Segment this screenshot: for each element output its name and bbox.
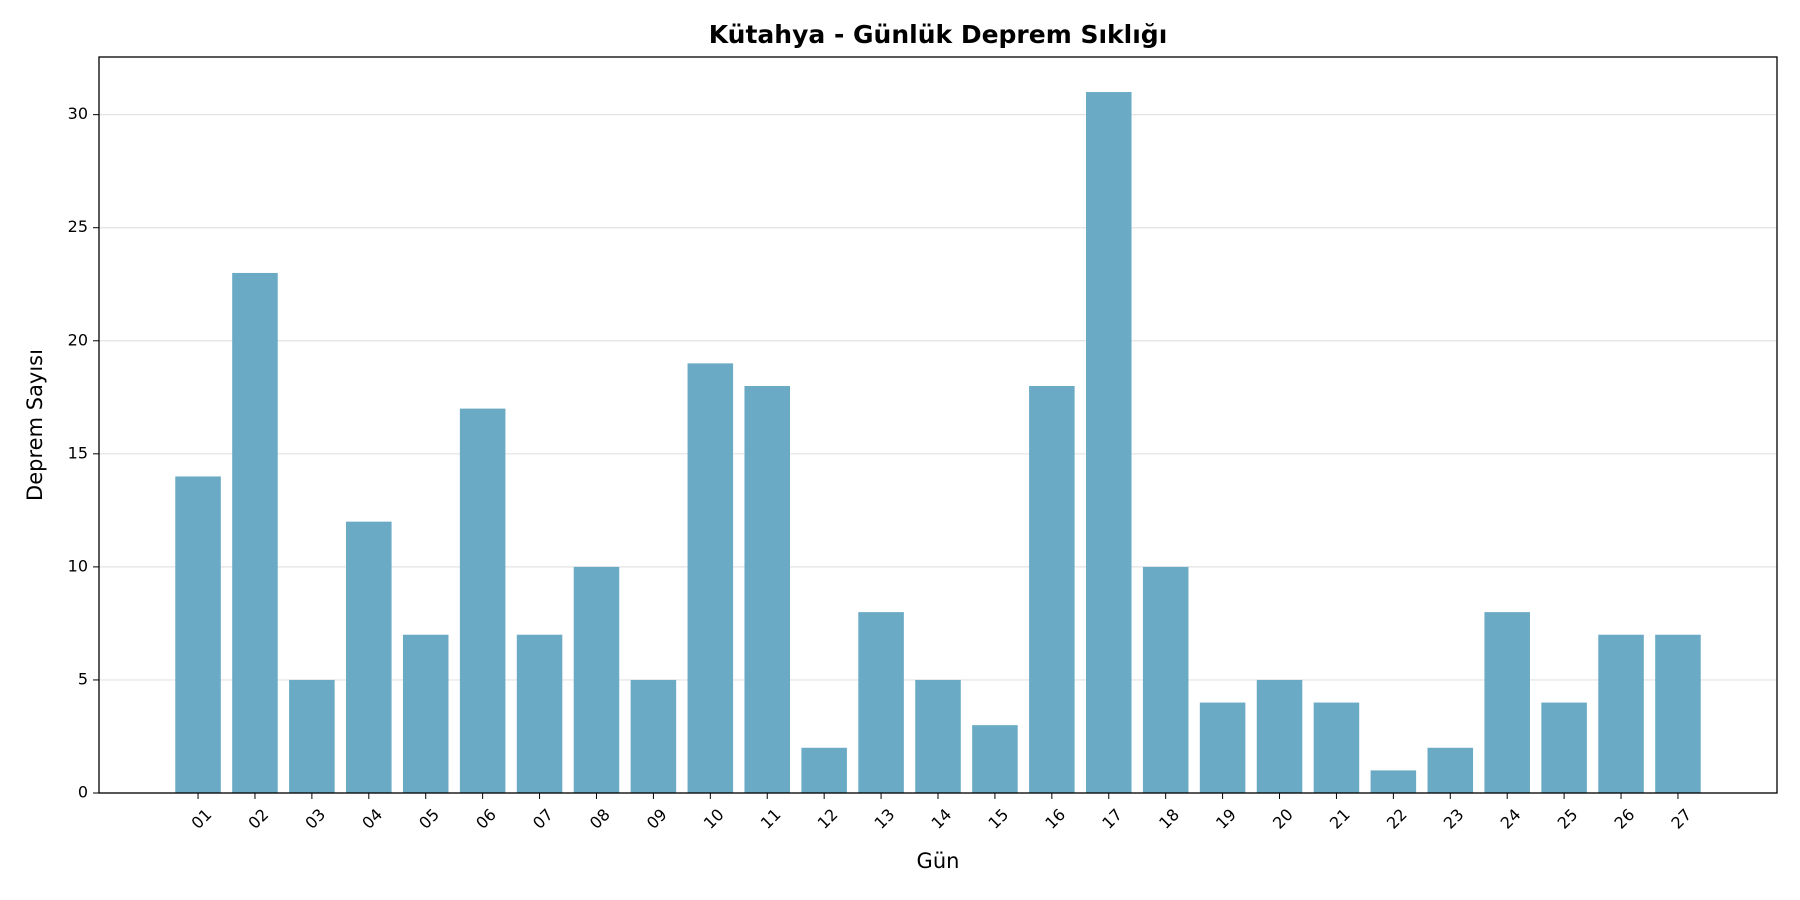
y-tick-label: 5 — [78, 669, 88, 688]
x-tick-label: 19 — [1212, 805, 1240, 833]
bar — [1370, 770, 1417, 793]
bar — [1598, 634, 1644, 793]
bar — [1029, 385, 1075, 793]
x-tick-label: 03 — [301, 805, 329, 833]
y-tick-label: 0 — [78, 783, 88, 802]
bar — [1085, 92, 1132, 794]
y-tick-label: 30 — [68, 104, 88, 123]
bar — [630, 679, 677, 793]
x-tick-label: 04 — [358, 805, 386, 833]
chart-title: Kütahya - Günlük Deprem Sıklığı — [709, 20, 1168, 49]
bar — [459, 408, 506, 793]
bar — [1484, 612, 1530, 793]
x-tick-label: 13 — [871, 805, 899, 833]
x-tick-label: 17 — [1098, 805, 1126, 833]
y-tick-label: 10 — [68, 556, 88, 575]
bar — [744, 385, 791, 793]
x-axis-label: Gün — [917, 849, 960, 873]
x-tick-label: 10 — [700, 805, 728, 833]
bar — [573, 566, 620, 793]
x-tick-label: 01 — [188, 805, 216, 833]
x-tick-label: 15 — [984, 805, 1012, 833]
bar — [346, 521, 392, 793]
bar — [1199, 702, 1246, 793]
bar — [801, 747, 847, 793]
y-tick-label: 25 — [68, 217, 88, 236]
bar — [1142, 566, 1189, 793]
bar — [402, 634, 449, 793]
bar — [915, 679, 961, 793]
bar — [516, 634, 563, 793]
x-tick-label: 18 — [1155, 805, 1183, 833]
x-tick-label: 06 — [472, 805, 500, 833]
x-tick-label: 25 — [1554, 805, 1582, 833]
x-tick-label: 14 — [927, 805, 955, 833]
bar — [1541, 702, 1587, 793]
bar — [1427, 747, 1474, 793]
bar — [858, 612, 904, 793]
x-tick-label: 12 — [814, 805, 842, 833]
y-axis-label: Deprem Sayısı — [23, 349, 47, 501]
x-tick-label: 27 — [1667, 805, 1695, 833]
y-tick-label: 20 — [68, 330, 88, 349]
x-tick-label: 24 — [1497, 805, 1525, 833]
bar — [232, 272, 278, 793]
bar — [972, 725, 1018, 793]
bar — [687, 363, 734, 793]
x-tick-label: 21 — [1326, 805, 1354, 833]
bar — [1256, 679, 1303, 793]
bar — [175, 476, 221, 793]
x-tick-label: 22 — [1383, 805, 1411, 833]
x-tick-label: 08 — [586, 805, 614, 833]
x-tick-label: 20 — [1269, 805, 1297, 833]
y-tick-label: 15 — [68, 443, 88, 462]
x-tick-label: 02 — [244, 805, 272, 833]
x-tick-label: 07 — [529, 805, 557, 833]
plot-frame — [98, 56, 1778, 794]
bar — [1655, 634, 1701, 793]
x-tick-label: 09 — [643, 805, 671, 833]
x-tick-label: 16 — [1041, 805, 1069, 833]
x-tick-label: 11 — [757, 805, 785, 833]
bar — [289, 679, 335, 793]
x-tick-label: 26 — [1611, 805, 1639, 833]
x-tick-label: 05 — [415, 805, 443, 833]
x-tick-label: 23 — [1440, 805, 1468, 833]
bar — [1313, 702, 1360, 793]
